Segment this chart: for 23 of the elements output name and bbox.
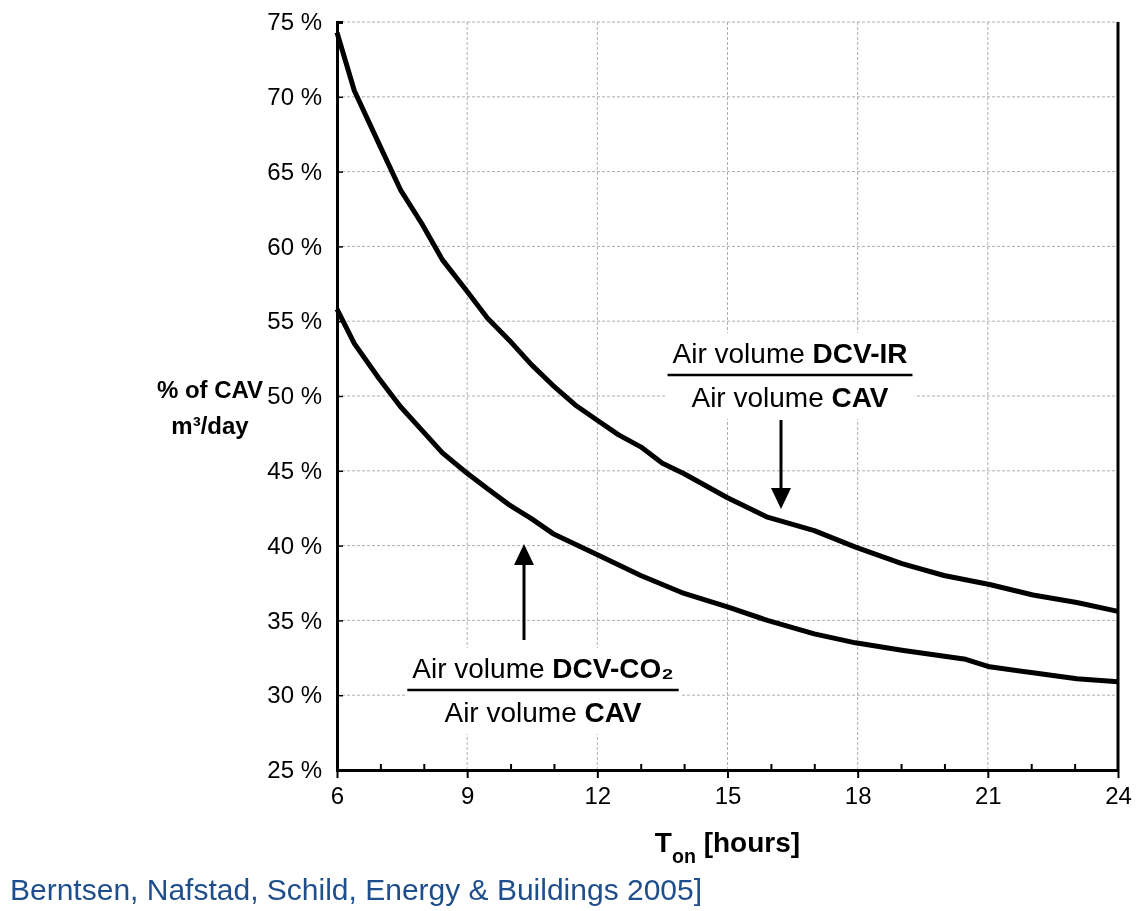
y-tick-label: 75 %: [267, 8, 322, 36]
y-tick-label: 50 %: [267, 382, 322, 410]
y-tick-label: 65 %: [267, 157, 322, 185]
x-axis-title: T$_{on}$ [hours]: [654, 827, 801, 867]
y-tick-label: 45 %: [267, 456, 322, 484]
annotation: Air volume DCV-IR Air volume CAV: [672, 338, 908, 413]
y-tick-label: 35 %: [267, 606, 322, 634]
x-tick-label: 12: [584, 782, 612, 810]
annotation: Air volume DCV-CO₂ Air volume CAV: [412, 653, 674, 728]
x-tick-label: 21: [974, 782, 1002, 810]
x-tick-label: 15: [714, 782, 742, 810]
y-tick-label: 25 %: [267, 756, 322, 784]
x-tick-label: 9: [460, 782, 475, 810]
x-tick-label: 18: [844, 782, 872, 810]
y-axis-title: % of CAV m³/day: [156, 376, 264, 439]
y-tick-label: 60 %: [267, 232, 322, 260]
x-tick-label: 24: [1105, 782, 1132, 810]
y-tick-label: 55 %: [267, 307, 322, 335]
text: Berntsen, Nafstad, Schild, Energy & Buildings 2005]: [10, 873, 703, 906]
y-tick-label: 70 %: [267, 82, 322, 110]
y-tick-label: 40 %: [267, 531, 322, 559]
x-tick-label: 6: [330, 782, 345, 810]
y-tick-label: 30 %: [267, 681, 322, 709]
